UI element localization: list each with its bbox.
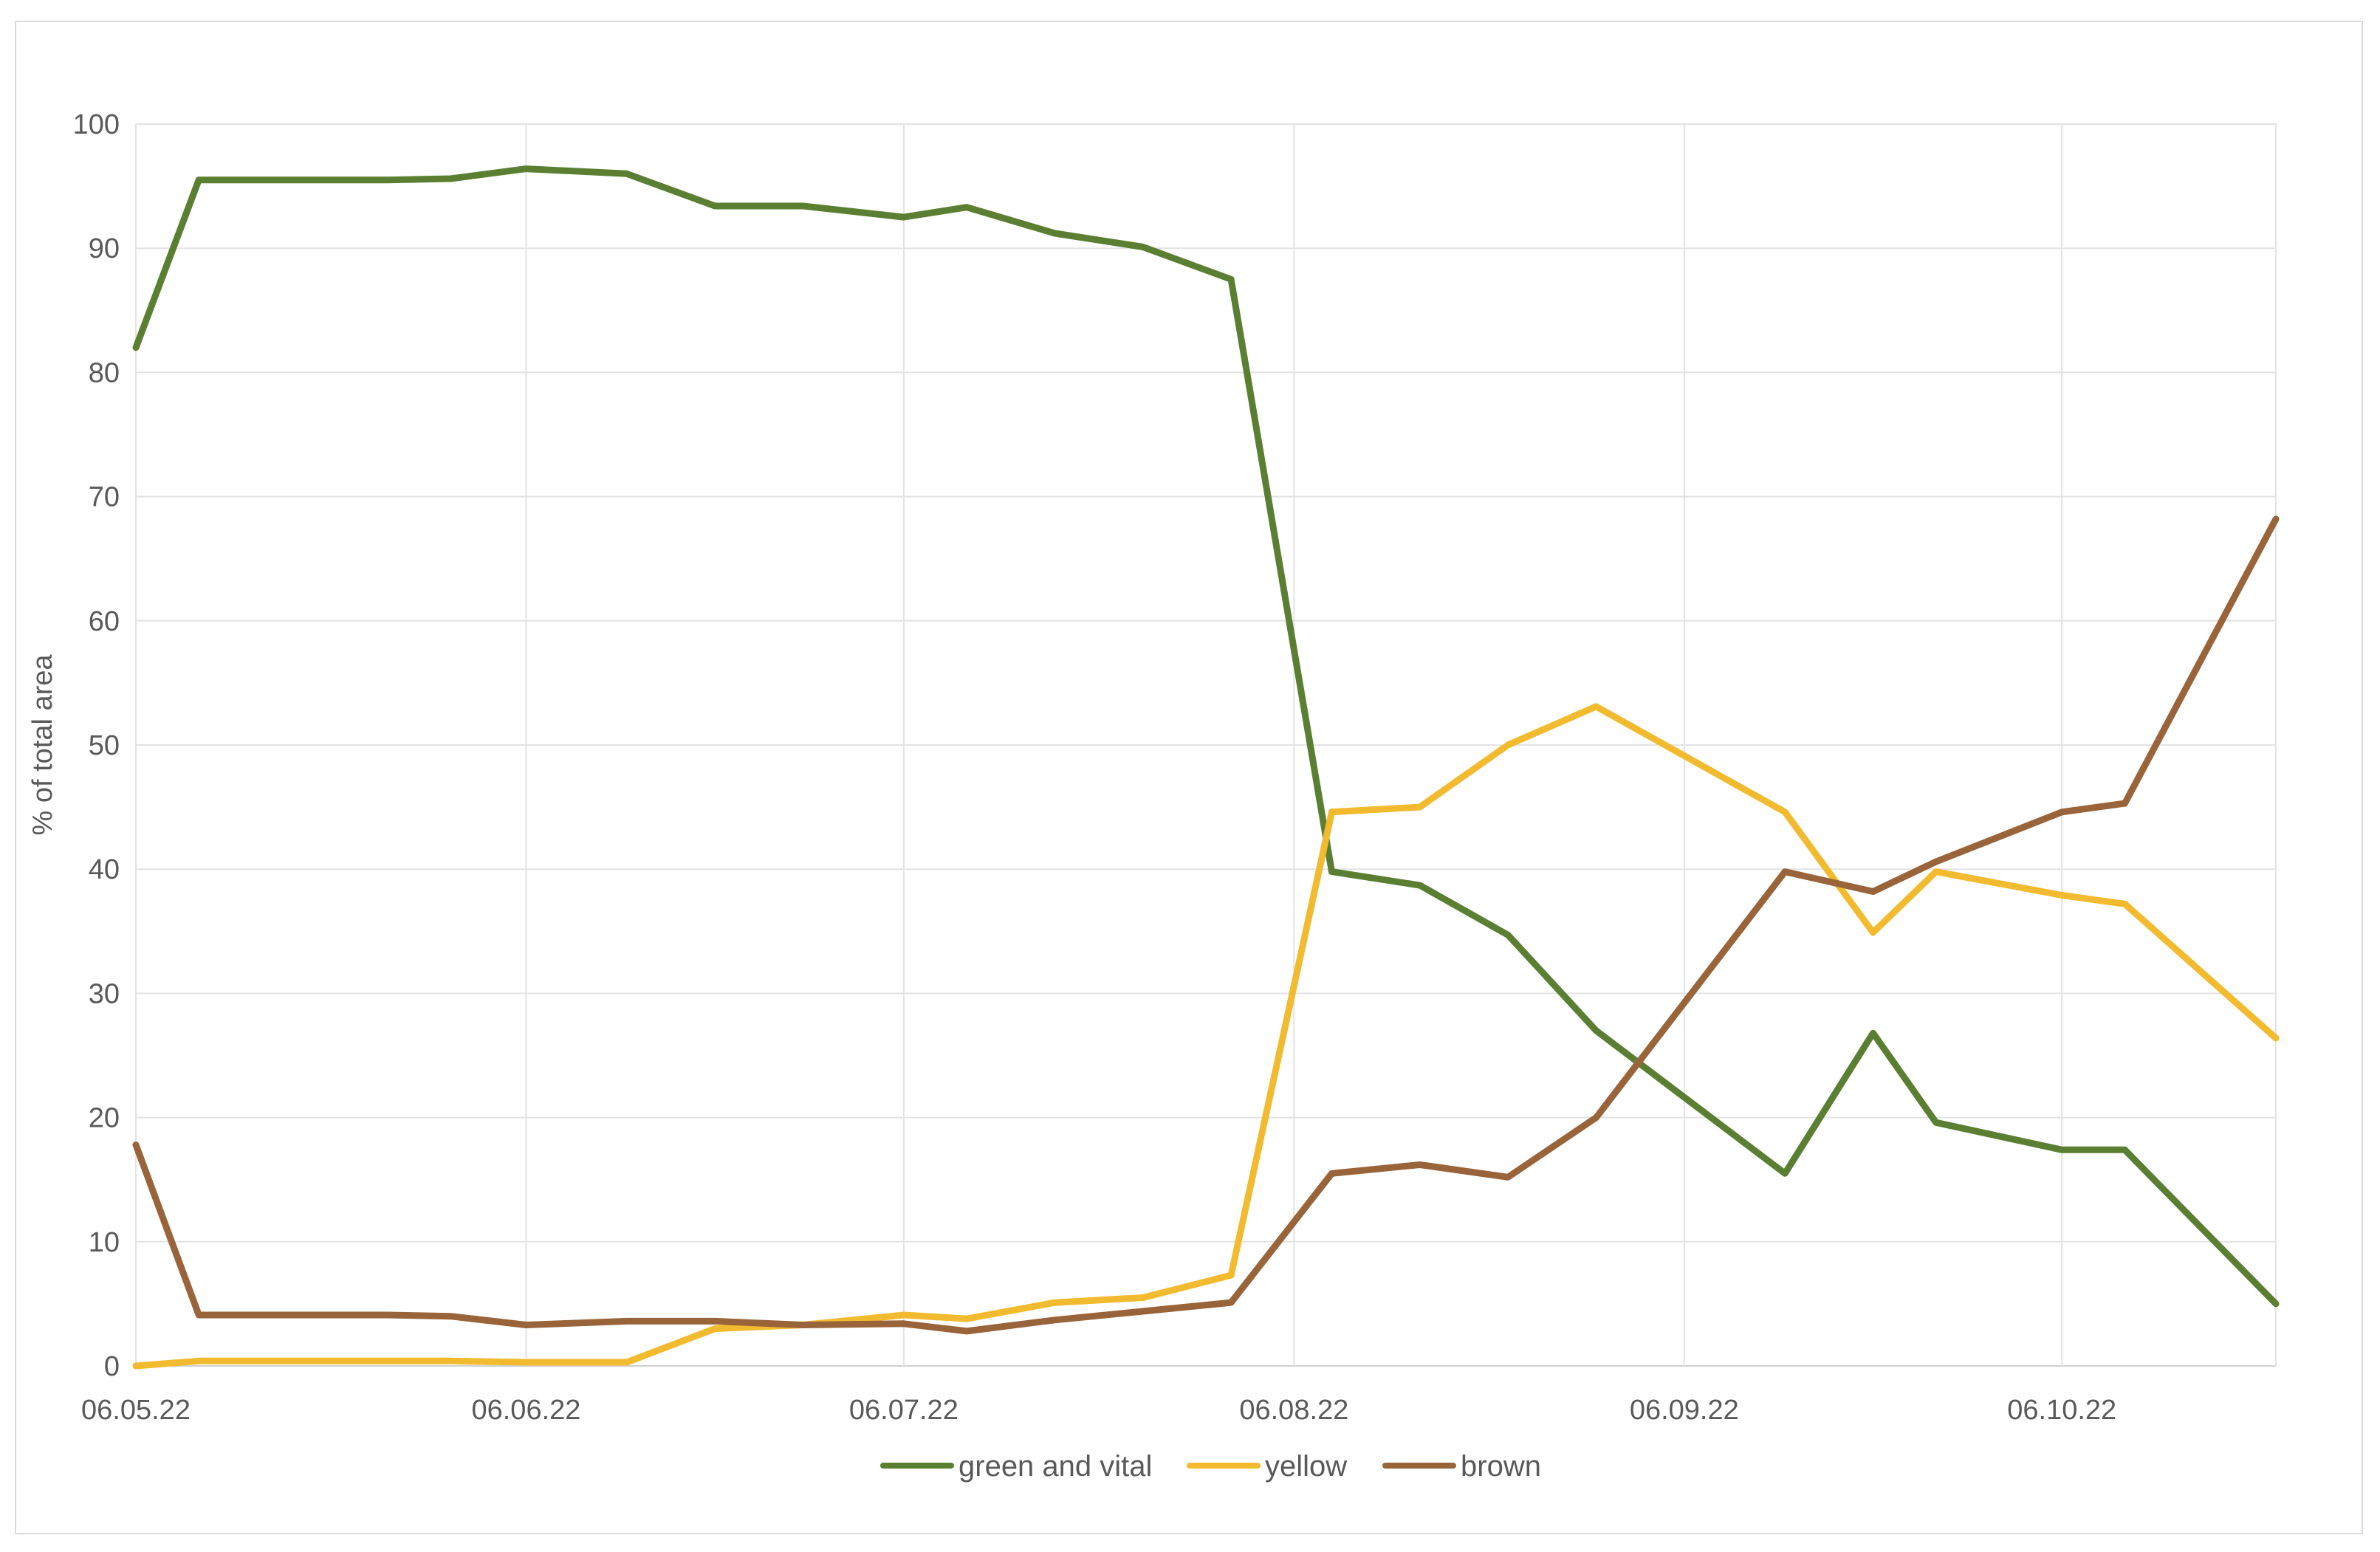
y-tick-label: 30 [89,978,120,1009]
legend-label: green and vital [958,1450,1152,1483]
y-axis-ticks: 0 10 20 30 40 50 60 70 80 90 100 [73,109,120,1382]
y-tick-label: 50 [89,730,120,761]
x-tick-label: 06.07.22 [849,1395,958,1426]
y-axis-title: % of total area [27,654,58,836]
y-tick-label: 60 [89,606,120,637]
series-line-green-and-vital [132,165,2280,1308]
x-tick-label: 06.08.22 [1239,1395,1348,1426]
y-tick-label: 100 [73,109,120,140]
y-tick-label: 20 [89,1103,120,1134]
x-tick-label: 06.10.22 [2007,1395,2116,1426]
legend: green and vital yellow brown [880,1450,1541,1483]
series-lines [132,165,2280,1370]
y-tick-label: 90 [89,233,120,264]
y-tick-label: 0 [104,1351,120,1382]
x-tick-label: 06.09.22 [1630,1395,1739,1426]
legend-label: yellow [1265,1450,1347,1483]
legend-label: brown [1461,1450,1541,1483]
y-tick-label: 80 [89,357,120,388]
series-line-brown [132,515,2280,1335]
y-tick-label: 10 [89,1227,120,1258]
x-axis-ticks: 06.05.22 06.06.22 06.07.22 06.08.22 06.09.22… [81,1395,2116,1426]
x-tick-label: 06.06.22 [471,1395,580,1426]
x-tick-label: 06.05.22 [81,1395,191,1426]
series-line-yellow [132,703,2280,1370]
y-tick-label: 70 [89,482,120,513]
y-tick-label: 40 [89,854,120,885]
gridlines [135,123,2277,1367]
chart-frame: 0 10 20 30 40 50 60 70 80 90 100 06.05.22 06.06.22 0… [15,21,2363,1534]
